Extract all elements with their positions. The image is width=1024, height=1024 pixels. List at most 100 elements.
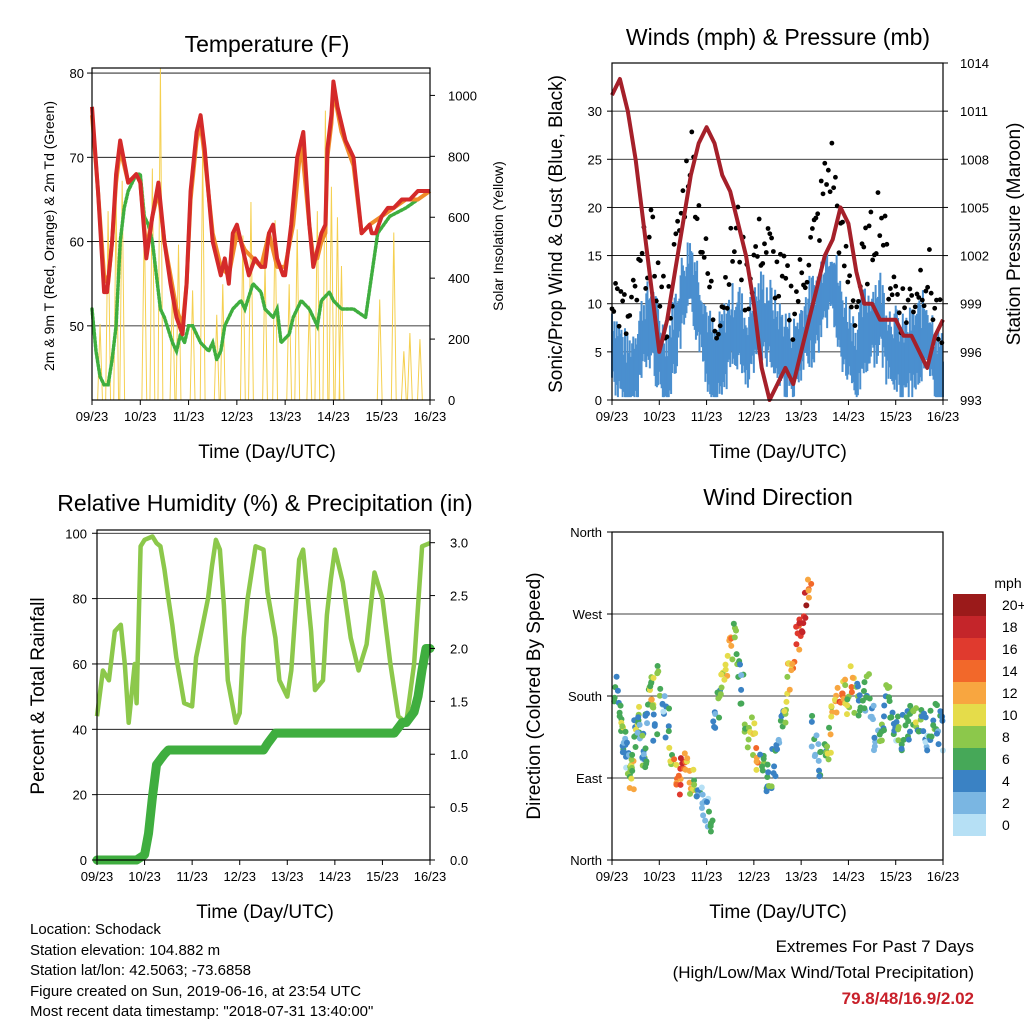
- direction-point: [800, 620, 807, 627]
- y2-tick-label: 400: [448, 271, 470, 286]
- gust-point: [767, 231, 773, 237]
- gust-point: [928, 290, 934, 296]
- y2-tick-label: 1.0: [450, 747, 468, 762]
- gust-point: [802, 285, 808, 291]
- gust-point: [808, 234, 813, 240]
- gust-point: [873, 251, 879, 256]
- gust-point: [891, 274, 897, 280]
- direction-point: [843, 711, 850, 718]
- direction-point: [937, 708, 944, 715]
- gust-point: [912, 304, 918, 310]
- direction-point: [870, 747, 877, 754]
- direction-point: [737, 661, 744, 668]
- gust-point: [792, 311, 798, 317]
- solar-ylabel: Solar Insolation (Yellow): [490, 161, 506, 311]
- x-tick-label: 09/23: [596, 869, 629, 884]
- direction-point: [691, 777, 698, 784]
- speed-legend-label: 10: [1002, 707, 1018, 723]
- direction-point: [860, 687, 867, 694]
- direction-point: [930, 722, 937, 729]
- speed-legend-label: 8: [1002, 729, 1010, 745]
- direction-point: [628, 756, 635, 763]
- direction-point: [915, 728, 922, 735]
- direction-point: [718, 684, 725, 691]
- gust-point: [700, 250, 705, 255]
- direction-point: [808, 718, 815, 725]
- x-tick-label: 14/23: [317, 409, 350, 424]
- gust-point: [825, 167, 831, 173]
- direction-point: [631, 733, 638, 740]
- gust-point: [684, 158, 689, 164]
- x-tick-label: 16/23: [927, 409, 960, 424]
- y-tick-label: 30: [588, 104, 602, 119]
- direction-point: [889, 709, 896, 716]
- direction-point: [848, 684, 855, 691]
- gust-point: [664, 334, 670, 340]
- direction-point: [707, 823, 714, 830]
- direction-point: [650, 704, 657, 711]
- gust-point: [870, 257, 876, 263]
- speed-legend-swatch: [953, 726, 986, 748]
- gust-point: [781, 253, 787, 259]
- direction-point: [712, 711, 719, 718]
- direction-point: [898, 745, 905, 752]
- speed-legend-label: 6: [1002, 751, 1010, 767]
- y-tick-label: 80: [70, 66, 84, 81]
- gust-point: [652, 273, 657, 279]
- direction-point: [619, 723, 626, 730]
- y2-tick-label: 1.5: [450, 694, 468, 709]
- direction-point: [647, 683, 654, 690]
- y2-tick-label: 0: [448, 393, 455, 408]
- direction-point: [613, 673, 620, 680]
- direction-point: [665, 723, 672, 730]
- gust-point: [923, 288, 929, 294]
- gust-point: [902, 305, 907, 311]
- direction-point: [831, 696, 838, 703]
- gust-point: [639, 250, 645, 256]
- x-tick-label: 12/23: [738, 869, 771, 884]
- speed-legend-swatch: [953, 616, 986, 638]
- direction-point: [844, 696, 851, 703]
- gust-point: [824, 182, 829, 187]
- y-tick-label: East: [576, 771, 602, 786]
- direction-point: [826, 724, 833, 731]
- pressure-line: [610, 77, 945, 402]
- gust-point: [701, 254, 707, 260]
- direction-point: [718, 671, 725, 678]
- x-tick-label: 16/23: [414, 869, 447, 884]
- y-tick-label: 70: [70, 150, 84, 165]
- humidity-ylabel: Percent & Total Rainfall: [28, 597, 49, 794]
- gust-point: [650, 214, 656, 220]
- y-tick-label: 15: [588, 249, 602, 264]
- gust-point: [856, 298, 861, 304]
- gust-point: [820, 191, 826, 197]
- x-tick-label: 10/23: [124, 409, 157, 424]
- gust-point: [770, 249, 776, 254]
- gust-point: [694, 216, 700, 222]
- y2-tick-label: 200: [448, 332, 470, 347]
- direction-point: [738, 672, 745, 679]
- speed-legend-swatch: [953, 748, 986, 770]
- gust-point: [847, 273, 853, 279]
- gust-point: [627, 313, 633, 318]
- gust-point: [703, 236, 709, 242]
- y-tick-label: 60: [70, 235, 84, 250]
- direction-point: [817, 748, 824, 755]
- gust-point: [714, 335, 720, 341]
- gust-point: [863, 225, 868, 231]
- direction-point: [842, 676, 849, 683]
- y2-tick-label: 999: [960, 297, 982, 312]
- direction-point: [752, 730, 759, 737]
- gust-point: [778, 251, 783, 257]
- x-tick-label: 09/23: [81, 869, 114, 884]
- direction-point: [788, 667, 795, 674]
- direction-point: [753, 745, 760, 752]
- direction-point: [707, 828, 714, 835]
- gust-point: [779, 273, 785, 279]
- direction-point: [684, 755, 691, 762]
- gust-point: [799, 270, 805, 276]
- direction-point: [939, 713, 946, 720]
- direction-point: [847, 663, 854, 670]
- direction-point: [809, 712, 816, 719]
- speed-legend-label: 18: [1002, 619, 1018, 635]
